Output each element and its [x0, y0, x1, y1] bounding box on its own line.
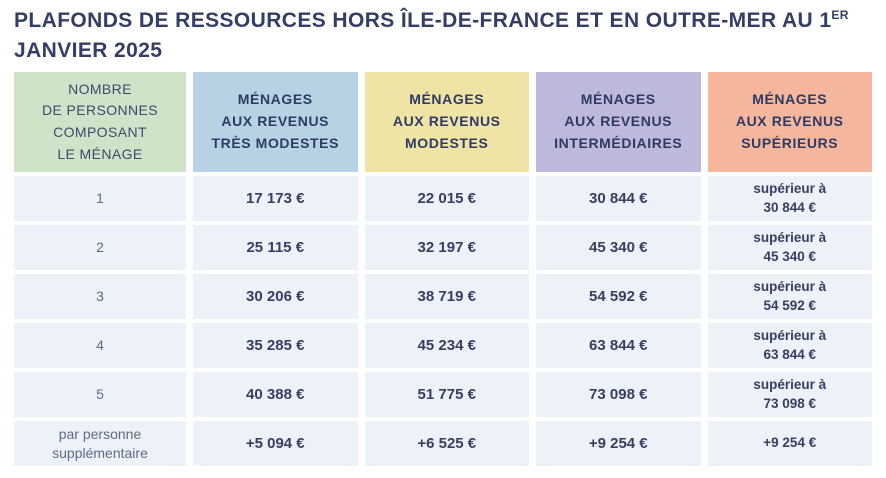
column-header-revenus-tres-modestes: MÉNAGES AUX REVENUS TRÈS MODESTES — [193, 72, 358, 172]
cell-value: 63 844 € — [536, 323, 701, 368]
page-title-text: PLAFONDS DE RESSOURCES HORS ÎLE-DE-FRANC… — [14, 9, 832, 32]
column-header-revenus-superieurs: MÉNAGES AUX REVENUS SUPÉRIEURS — [707, 72, 872, 172]
page-title-line2: JANVIER 2025 — [14, 39, 163, 62]
cell-value: supérieur à 63 844 € — [707, 323, 872, 368]
cell-value: 22 015 € — [364, 176, 529, 221]
page-title-superscript: ER — [831, 8, 849, 22]
cell-value: 73 098 € — [536, 372, 701, 417]
cell-value: +5 094 € — [193, 421, 358, 466]
cell-value: +6 525 € — [364, 421, 529, 466]
cell-value: 30 206 € — [193, 274, 358, 319]
column-header-household-size: NOMBRE DE PERSONNES COMPOSANT LE MÉNAGE — [14, 72, 186, 172]
column-header-revenus-intermediaires: MÉNAGES AUX REVENUS INTERMÉDIAIRES — [536, 72, 701, 172]
cell-value: +9 254 € — [707, 421, 872, 466]
cell-value: 40 388 € — [193, 372, 358, 417]
page-title-line1: PLAFONDS DE RESSOURCES HORS ÎLE-DE-FRANC… — [14, 6, 872, 36]
cell-value: supérieur à 30 844 € — [707, 176, 872, 221]
row-label: 5 — [14, 372, 186, 417]
cell-value: 45 340 € — [536, 225, 701, 270]
page-title: PLAFONDS DE RESSOURCES HORS ÎLE-DE-FRANC… — [14, 6, 872, 66]
cell-value: 30 844 € — [536, 176, 701, 221]
cell-value: 25 115 € — [193, 225, 358, 270]
cell-value: 51 775 € — [364, 372, 529, 417]
row-label: 3 — [14, 274, 186, 319]
cell-value: 54 592 € — [536, 274, 701, 319]
row-label: 4 — [14, 323, 186, 368]
plafonds-table: NOMBRE DE PERSONNES COMPOSANT LE MÉNAGE … — [14, 72, 872, 466]
row-label: 1 — [14, 176, 186, 221]
row-label-additional-person: par personne supplémentaire — [14, 421, 186, 466]
cell-value: supérieur à 73 098 € — [707, 372, 872, 417]
cell-value: +9 254 € — [536, 421, 701, 466]
column-header-revenus-modestes: MÉNAGES AUX REVENUS MODESTES — [364, 72, 529, 172]
cell-value: 17 173 € — [193, 176, 358, 221]
cell-value: 45 234 € — [364, 323, 529, 368]
cell-value: supérieur à 54 592 € — [707, 274, 872, 319]
cell-value: 32 197 € — [364, 225, 529, 270]
cell-value: 38 719 € — [364, 274, 529, 319]
row-label: 2 — [14, 225, 186, 270]
cell-value: 35 285 € — [193, 323, 358, 368]
cell-value: supérieur à 45 340 € — [707, 225, 872, 270]
